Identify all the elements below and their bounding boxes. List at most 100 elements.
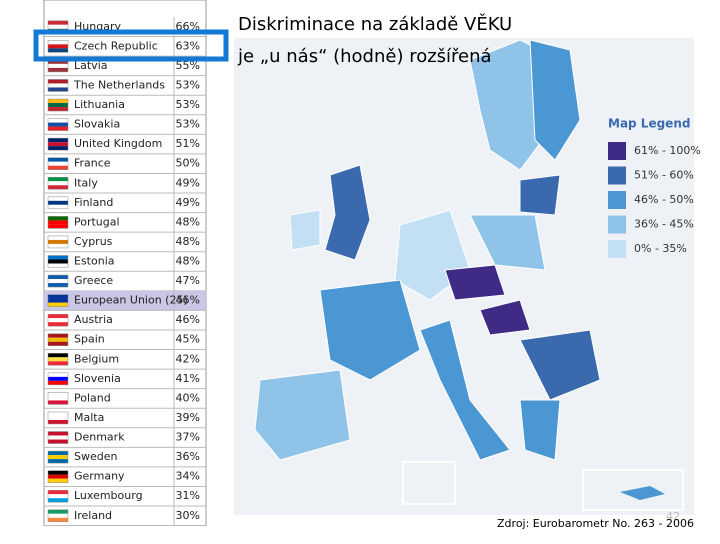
flag-border <box>47 431 69 444</box>
flag-stripe <box>48 509 68 514</box>
legend-swatch <box>608 215 626 234</box>
country-name: Sweden <box>74 450 117 463</box>
country-value: 42% <box>176 352 200 365</box>
country-value: 53% <box>176 78 200 91</box>
flag-border <box>47 216 69 229</box>
flag-stripe <box>48 67 68 72</box>
flag-stripe <box>48 275 68 280</box>
country-name: United Kingdom <box>74 137 162 150</box>
flag-stripe <box>48 103 68 108</box>
flag-stripe <box>48 490 68 495</box>
country-value: 48% <box>176 255 200 268</box>
legend-swatch <box>608 191 626 209</box>
flag-border <box>47 294 69 307</box>
flag-stripe <box>48 118 68 123</box>
flag-stripe <box>48 161 68 166</box>
country-value: 46% <box>176 313 200 326</box>
flag-stripe <box>48 138 68 143</box>
flag-stripe <box>48 357 68 362</box>
flag-stripe <box>48 44 68 49</box>
flag-border <box>47 79 69 92</box>
flag-stripe <box>48 302 68 307</box>
flag-stripe <box>48 79 68 84</box>
flag-stripe <box>48 279 68 284</box>
flag-border <box>47 470 69 483</box>
country-name: Lithuania <box>74 98 125 111</box>
flag-stripe <box>48 498 68 503</box>
flag-stripe <box>48 396 68 401</box>
country-value: 41% <box>176 372 200 385</box>
flag-stripe <box>48 392 68 397</box>
page-number: 42 <box>666 510 680 523</box>
map <box>254 39 684 511</box>
country-name: Italy <box>74 176 98 189</box>
country-value: 51% <box>176 137 200 150</box>
flag-stripe <box>48 63 68 68</box>
flag-stripe <box>48 99 68 104</box>
flag-stripe <box>48 243 68 248</box>
flag-stripe <box>48 283 68 288</box>
flag-stripe <box>48 107 68 112</box>
flag-border <box>47 40 69 53</box>
flag-stripe <box>48 263 68 268</box>
country-name: Estonia <box>74 255 115 268</box>
title-line: je „u nás“ (hodně) rozšířená <box>237 46 492 67</box>
flag-border <box>47 137 69 151</box>
legend-swatch <box>608 240 626 258</box>
flag-stripe <box>48 517 68 522</box>
flag-stripe <box>48 298 68 303</box>
flag-stripe <box>48 157 68 162</box>
legend-title: Map Legend <box>608 117 690 131</box>
legend-label: 51% - 60% <box>634 169 694 182</box>
legend-swatch <box>608 166 626 185</box>
flag-stripe <box>48 20 68 25</box>
source: Zdroj: Eurobarometr No. 263 - 2006 <box>497 517 694 530</box>
flag-stripe <box>48 146 68 151</box>
country-value: 46% <box>176 294 200 307</box>
flag-stripe <box>48 165 68 170</box>
country-value: 53% <box>176 98 200 111</box>
flag-stripe <box>48 216 68 221</box>
country-value: 30% <box>176 509 200 522</box>
flag-border <box>47 255 69 268</box>
flag-stripe <box>48 400 68 405</box>
flag-border <box>47 118 69 131</box>
flag-stripe <box>48 337 68 342</box>
country-value: 36% <box>176 450 200 463</box>
flag-border <box>47 411 69 425</box>
flag-stripe <box>48 314 68 319</box>
flag-stripe <box>48 361 68 366</box>
flag-stripe <box>48 235 68 240</box>
flag-border <box>47 372 69 386</box>
country-name: Slovakia <box>74 118 120 131</box>
flag-border <box>47 353 69 366</box>
country-name: Finland <box>74 196 113 209</box>
flag-stripe <box>48 474 68 479</box>
country-name: The Netherlands <box>73 78 165 91</box>
country-name: Slovenia <box>74 372 121 385</box>
table-frame <box>43 0 207 527</box>
flag-stripe <box>48 439 68 444</box>
flag-stripe <box>48 142 68 147</box>
flag-stripe <box>48 126 68 131</box>
flag-stripe <box>48 478 68 483</box>
flag-border <box>47 274 69 288</box>
flag-stripe <box>48 431 68 436</box>
country-value: 49% <box>176 196 200 209</box>
row-highlight <box>44 290 206 311</box>
country-name: Poland <box>74 391 111 404</box>
country-value: 53% <box>176 118 200 131</box>
flag-stripe <box>48 59 68 64</box>
flag-stripe <box>48 204 68 209</box>
country-name: Malta <box>74 411 104 424</box>
flag-stripe <box>48 259 68 264</box>
flag-border <box>47 509 69 523</box>
country-value: 47% <box>176 274 200 287</box>
flag-stripe <box>48 380 68 385</box>
country-name: Denmark <box>74 431 125 444</box>
country-value: 49% <box>176 176 200 189</box>
flag-stripe <box>48 341 68 346</box>
flag-stripe <box>48 372 68 377</box>
country-value: 50% <box>176 157 200 170</box>
